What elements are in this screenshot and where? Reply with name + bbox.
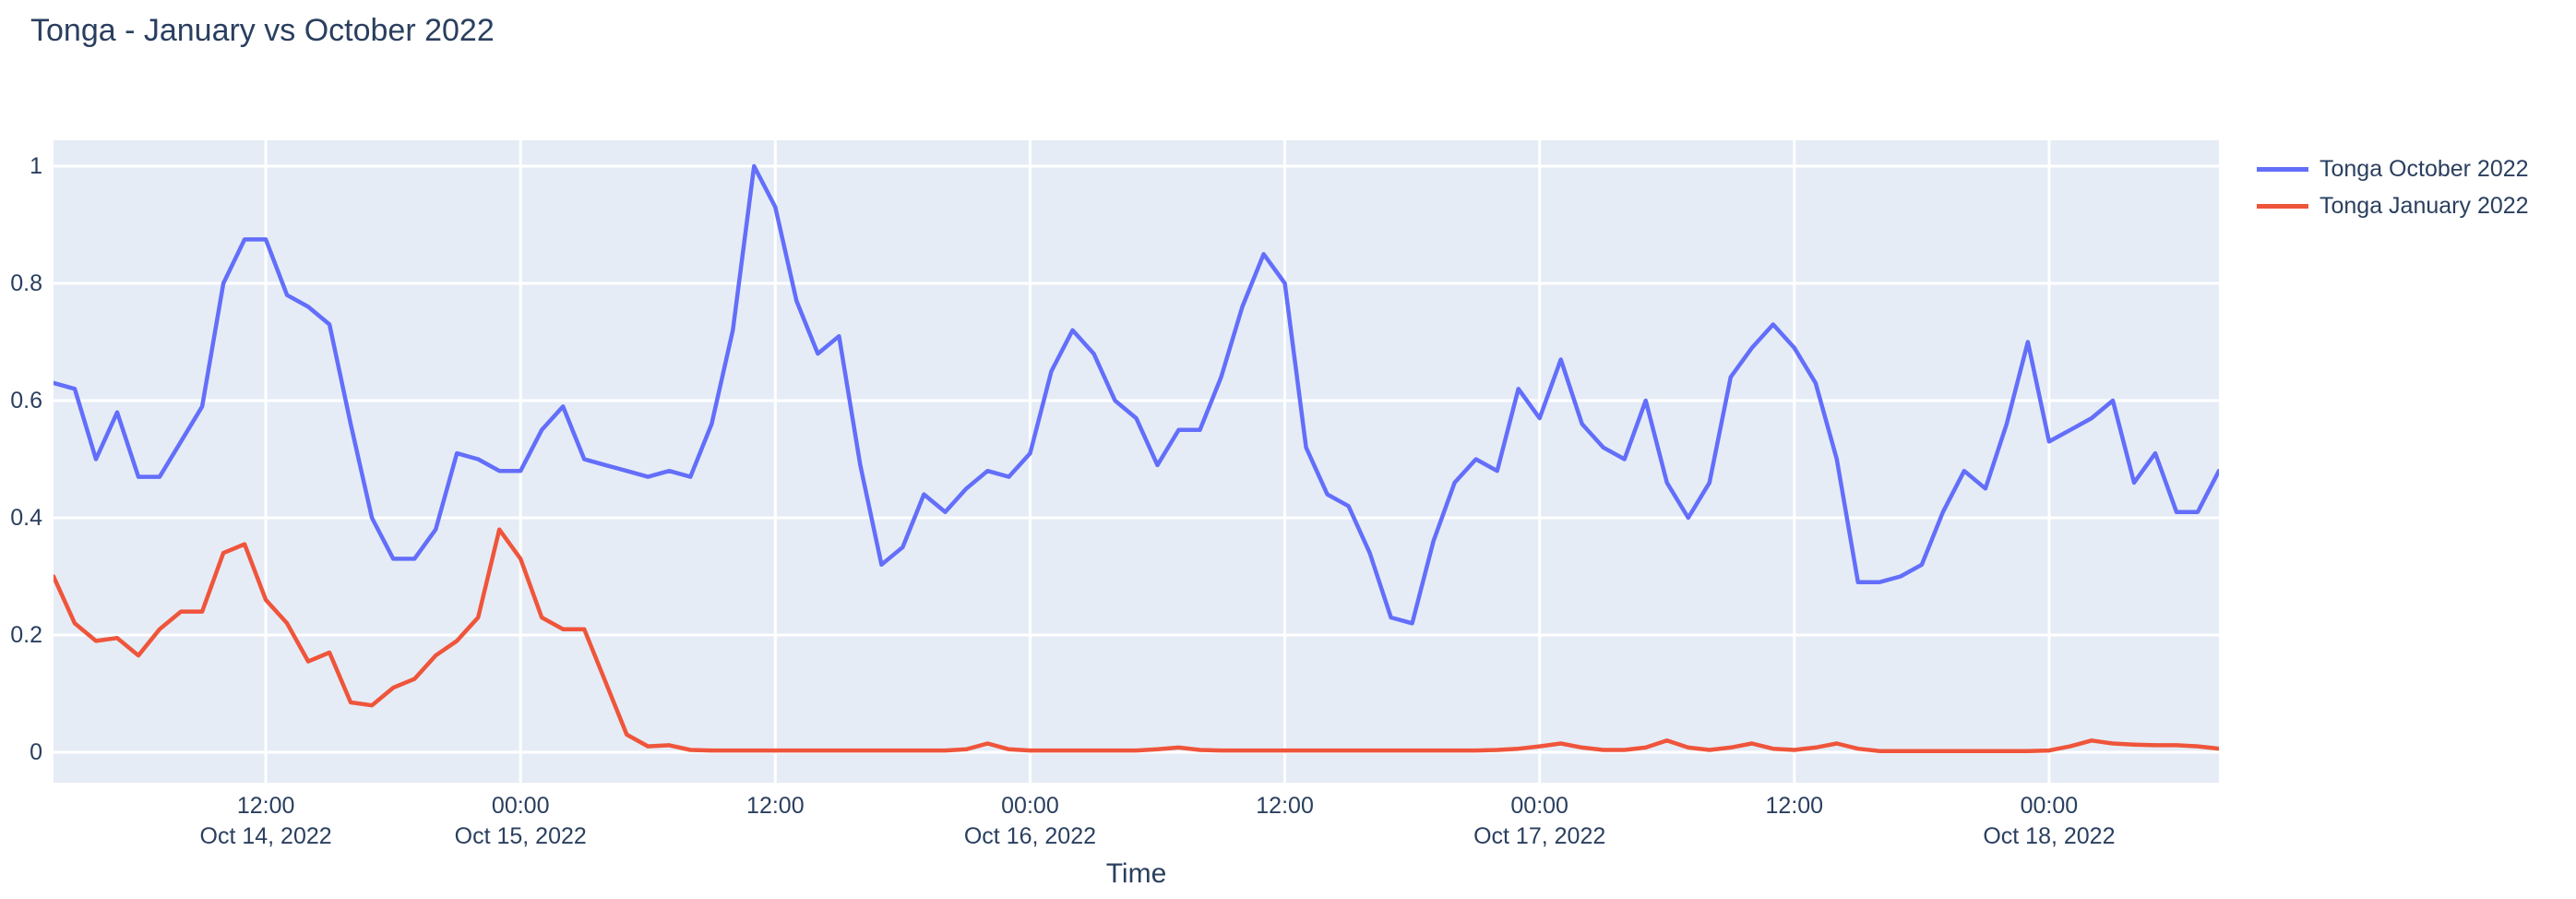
plot-svg [54,140,2219,783]
x-tick-date: Oct 15, 2022 [454,823,587,849]
series-line-tonga-october-2022[interactable] [54,163,2219,626]
x-tick-label: 00:00 Oct 17, 2022 [1473,791,1605,852]
x-tick-label: 12:00 [746,791,805,821]
legend-item-tonga-january-2022[interactable]: Tonga January 2022 [2257,187,2529,224]
x-tick-time: 00:00 [1001,793,1059,819]
x-tick-label: 12:00 Oct 14, 2022 [200,791,332,852]
x-tick-date: Oct 14, 2022 [199,823,332,849]
x-tick-label: 00:00 Oct 16, 2022 [964,791,1096,852]
y-tick-label-1: 1 [30,153,42,179]
y-tick-label-0.8: 0.8 [10,270,42,296]
x-tick-label: 00:00 Oct 18, 2022 [1983,791,2115,852]
series-line-tonga-january-2022[interactable] [54,527,2219,753]
x-tick-date: Oct 17, 2022 [1473,823,1606,849]
x-tick-time: 00:00 [2020,793,2079,819]
x-tick-label: 12:00 [1766,791,1824,821]
legend-item-tonga-october-2022[interactable]: Tonga October 2022 [2257,150,2529,187]
y-tick-label-0.2: 0.2 [10,622,42,648]
legend-label: Tonga October 2022 [2320,155,2529,182]
legend-line-swatch [2257,203,2308,209]
x-tick-date: Oct 16, 2022 [963,823,1097,849]
y-tick-label-0.4: 0.4 [10,505,42,531]
x-tick-time: 12:00 [236,793,295,819]
x-tick-time: 12:00 [746,793,805,819]
gridlines [54,140,2219,783]
x-tick-time: 12:00 [1256,793,1314,819]
legend: Tonga October 2022 Tonga January 2022 [2257,150,2529,224]
x-tick-date: Oct 18, 2022 [1983,823,2116,849]
legend-label: Tonga January 2022 [2320,192,2529,219]
chart-title: Tonga - January vs October 2022 [30,13,495,48]
y-tick-label-0: 0 [30,739,42,765]
x-tick-time: 00:00 [491,793,550,819]
x-axis-title: Time [1105,858,1167,889]
x-tick-label: 12:00 [1256,791,1314,821]
x-tick-time: 00:00 [1510,793,1568,819]
x-tick-time: 12:00 [1765,793,1824,819]
x-tick-label: 00:00 Oct 15, 2022 [455,791,587,852]
plot-area[interactable] [54,140,2219,783]
legend-line-swatch [2257,166,2308,172]
y-tick-label-0.6: 0.6 [10,388,42,414]
series-lines [54,163,2219,753]
